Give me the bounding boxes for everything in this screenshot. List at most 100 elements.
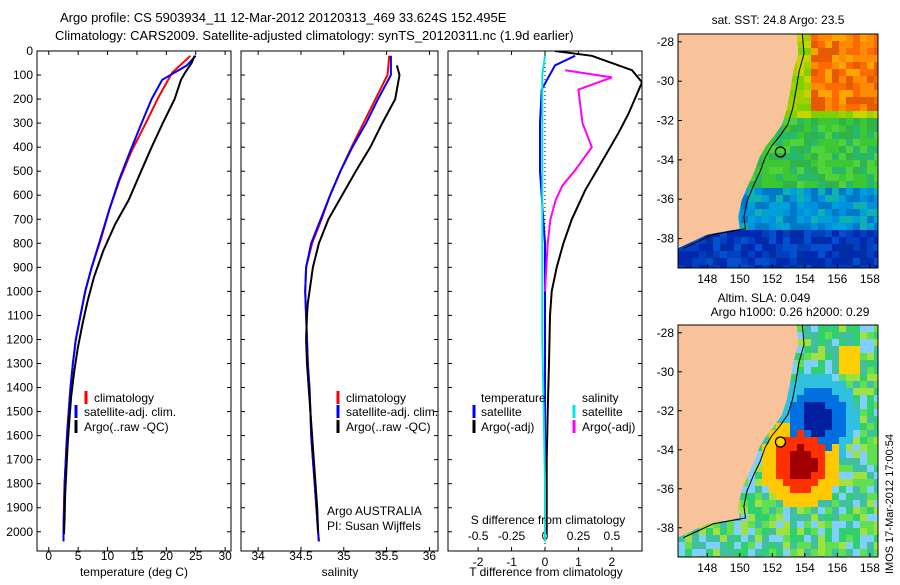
x-tick-label: 1 [575, 555, 582, 569]
sla-map-axes: 148 150 152 154 156 158 -28 -30 -32 -34 -36 -38 [657, 326, 881, 575]
land-mass [678, 325, 799, 538]
legend-label-satellite: satellite-adj. clim. [84, 405, 176, 419]
x-tick-label: 2 [609, 555, 616, 569]
legend-label-climatology: climatology [94, 391, 154, 405]
y-tick-label: 800 [13, 236, 33, 250]
x-tick-label: 150 [730, 561, 750, 575]
salinity-legend: climatology satellite-adj. clim. Argo(..… [336, 391, 438, 434]
y-tick-label: 1500 [6, 405, 33, 419]
legend-label-argo: Argo(..raw -QC) [84, 420, 169, 434]
x-tick-label: -2 [473, 555, 484, 569]
land-mass [678, 34, 799, 249]
y-tick-label: -32 [657, 404, 675, 418]
y-tick-label: -36 [657, 192, 675, 206]
difference-lines [539, 51, 642, 542]
annotation-pi-name: PI: Susan Wijffels [327, 519, 421, 533]
x-tick-label: 154 [795, 272, 815, 286]
y-tick-label: 300 [13, 116, 33, 130]
x-tick-label: 35 [337, 549, 351, 563]
temperature-axes: 0100200300400500600700800900100011001200… [6, 44, 232, 563]
sla-map [678, 325, 878, 557]
series-line [545, 51, 642, 535]
isobath-1000m [683, 34, 805, 249]
x-tick-label: 0 [542, 555, 549, 569]
sst-map-title: sat. SST: 24.8 Argo: 23.5 [712, 13, 845, 27]
difference-xlabel: T difference from climatology [469, 565, 623, 579]
figure-title-line2: Climatology: CARS2009. Satellite-adjuste… [55, 28, 574, 43]
y-tick-label: -34 [657, 153, 675, 167]
imos-timestamp: IMOS 17-Mar-2012 17:00:54 [884, 434, 896, 574]
x-tick-label: 20 [160, 549, 174, 563]
x-tick-label: 25 [189, 549, 203, 563]
s-tick-label: -0.5 [468, 529, 489, 543]
x-tick-label: 0 [45, 549, 52, 563]
y-tick-label: 500 [13, 164, 33, 178]
y-tick-label: 2000 [6, 525, 33, 539]
legend-label-sat-salinity: satellite [582, 405, 623, 419]
y-tick-label: 600 [13, 188, 33, 202]
difference-legend: temperature satellite Argo(-adj) salinit… [472, 391, 635, 434]
y-tick-label: 1200 [6, 332, 33, 346]
y-tick-label: 1000 [6, 284, 33, 298]
y-tick-label: 200 [13, 92, 33, 106]
sla-map-frame [677, 324, 879, 558]
figure-title-line1: Argo profile: CS 5903934_11 12-Mar-2012 … [60, 10, 507, 25]
isobath-1000m [683, 325, 805, 538]
y-tick-label: 100 [13, 68, 33, 82]
salinity-axes-frame [240, 50, 439, 552]
legend-label-argo-temperature: Argo(-adj) [481, 420, 534, 434]
y-tick-label: -36 [657, 482, 675, 496]
y-tick-label: 1400 [6, 381, 33, 395]
x-tick-label: 154 [795, 561, 815, 575]
x-tick-label: -1 [506, 555, 517, 569]
y-tick-label: -28 [657, 35, 675, 49]
sla-map-title-line1: Altim. SLA: 0.049 [718, 291, 811, 305]
temperature-axes-frame [36, 50, 232, 552]
x-tick-label: 152 [762, 561, 782, 575]
x-tick-label: 156 [827, 272, 847, 286]
y-tick-label: 1600 [6, 429, 33, 443]
salinity-lines [304, 55, 401, 542]
legend-label-argo: Argo(..raw -QC) [346, 420, 431, 434]
sst-map-axes: 148 150 152 154 156 158 -28 -30 -32 -34 -36 -38 [657, 35, 881, 286]
legend-heading-salinity: salinity [582, 391, 619, 405]
legend-label-satellite: satellite-adj. clim. [346, 405, 438, 419]
y-tick-label: 700 [13, 212, 33, 226]
y-tick-label: -30 [657, 365, 675, 379]
s-tick-label: 0.5 [604, 529, 621, 543]
y-tick-label: -28 [657, 326, 675, 340]
x-tick-label: 158 [860, 272, 880, 286]
sst-map [678, 34, 878, 268]
salinity-xlabel: salinity [322, 565, 359, 579]
x-tick-label: 10 [101, 549, 115, 563]
y-tick-label: 1100 [7, 308, 33, 322]
x-tick-label: 156 [827, 561, 847, 575]
x-tick-label: 5 [75, 549, 82, 563]
y-tick-label: 1900 [6, 501, 33, 515]
y-tick-label: -32 [657, 114, 675, 128]
x-tick-label: 148 [697, 561, 717, 575]
x-tick-label: 152 [762, 272, 782, 286]
salinity-axes: 34 34.5 35 35.5 36 [241, 50, 438, 563]
annotation-argo-australia: Argo AUSTRALIA [327, 504, 422, 518]
legend-label-sat-temperature: satellite [481, 405, 522, 419]
legend-label-climatology: climatology [346, 391, 406, 405]
y-tick-label: 1700 [6, 453, 33, 467]
y-tick-label: 0 [26, 44, 33, 58]
x-tick-label: 148 [697, 272, 717, 286]
x-tick-label: 15 [130, 549, 144, 563]
series-line [62, 55, 197, 542]
y-tick-label: -38 [657, 232, 675, 246]
x-tick-label: 36 [423, 549, 437, 563]
difference-xlabel-top: S difference from climatology [471, 513, 626, 527]
x-tick-label: 158 [860, 561, 880, 575]
temperature-lines [62, 55, 197, 542]
series-line [541, 55, 546, 542]
y-tick-label: 1300 [6, 357, 33, 371]
y-tick-label: -30 [657, 74, 675, 88]
argo-position-marker [774, 436, 787, 448]
y-tick-label: 400 [13, 140, 33, 154]
y-tick-label: 1800 [6, 477, 33, 491]
s-tick-label: 0.25 [567, 529, 591, 543]
